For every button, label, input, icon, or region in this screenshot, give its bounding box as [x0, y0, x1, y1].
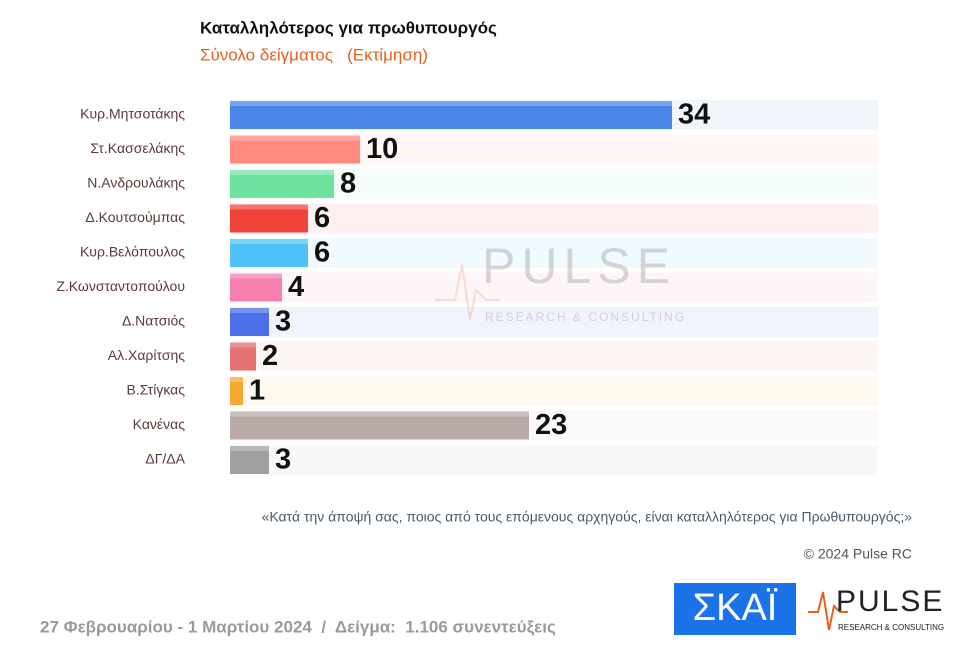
category-label: Στ.Κασσελάκης [90, 140, 185, 156]
bar-track [230, 341, 878, 372]
category-label: Δ.Νατσιός [122, 313, 185, 329]
bar [230, 101, 672, 129]
bar-highlight [230, 170, 334, 175]
bar [230, 411, 529, 440]
value-label: 6 [314, 202, 330, 234]
bar [230, 204, 308, 233]
category-label: Κανένας [133, 416, 186, 432]
bar-track [230, 238, 878, 268]
value-label: 3 [275, 444, 291, 476]
pulse-logo-line [808, 591, 848, 631]
question-note: «Κατά την άποψή σας, ποιος από τους επόμ… [262, 509, 913, 525]
skai-logo: ΣΚΑΪ [693, 587, 778, 629]
bar-highlight [230, 101, 672, 106]
footer: 27 Φεβρουαρίου - 1 Μαρτίου 2024 / Δείγμα… [40, 617, 556, 636]
category-label: Αλ.Χαρίτσης [108, 347, 185, 363]
bar-track [230, 203, 878, 234]
bar [230, 446, 269, 474]
bar-track [230, 445, 878, 475]
pulse-logo-tagline: RESEARCH & CONSULTING [838, 623, 944, 632]
bar-highlight [230, 377, 243, 382]
bar [230, 377, 243, 405]
value-label: 2 [262, 340, 278, 372]
bar [230, 239, 308, 267]
chart-subtitle: Σύνολο δείγματος (Εκτίμηση) [200, 45, 428, 64]
bar-highlight [230, 446, 269, 451]
bar [230, 342, 256, 371]
value-label: 23 [535, 409, 567, 441]
skai-logo-box [674, 583, 796, 635]
watermark-pulse-line [435, 264, 500, 321]
chart-title: Καταλληλότερος για πρωθυπουργός [200, 18, 497, 37]
value-label: 4 [288, 271, 304, 303]
copyright: © 2024 Pulse RC [804, 546, 912, 562]
watermark: PULSE RESEARCH & CONSULTING [435, 238, 686, 324]
category-label: Ν.Ανδρουλάκης [87, 175, 185, 191]
bar-highlight [230, 239, 308, 244]
category-label: Β.Στίγκας [126, 382, 185, 398]
category-label: Ζ.Κωνσταντοπούλου [56, 278, 185, 294]
value-label: 34 [678, 99, 710, 131]
pulse-logo: PULSE [836, 585, 944, 618]
category-label: Δ.Κουτσούμπας [85, 209, 185, 225]
value-label: 6 [314, 237, 330, 269]
bar-highlight [230, 342, 256, 348]
bar [230, 273, 282, 302]
bar [230, 170, 334, 198]
bar [230, 308, 269, 336]
value-label: 3 [275, 306, 291, 338]
bar-highlight [230, 273, 282, 279]
value-label: 10 [366, 133, 398, 165]
category-label: Κυρ.Βελόπουλος [80, 244, 185, 260]
category-label: Κυρ.Μητσοτάκης [80, 106, 185, 122]
bar-highlight [230, 135, 360, 141]
bar-highlight [230, 204, 308, 210]
watermark-name: PULSE [482, 238, 676, 294]
bar-track [230, 272, 878, 303]
bar-track [230, 307, 878, 337]
value-label: 8 [340, 168, 356, 200]
bar-highlight [230, 308, 269, 313]
watermark-tagline: RESEARCH & CONSULTING [485, 310, 686, 324]
bar-track [230, 169, 878, 199]
category-label: ΔΓ/ΔΑ [145, 451, 185, 467]
bar-track [230, 376, 878, 406]
bar-highlight [230, 411, 529, 417]
bar [230, 135, 360, 164]
value-label: 1 [249, 375, 265, 407]
